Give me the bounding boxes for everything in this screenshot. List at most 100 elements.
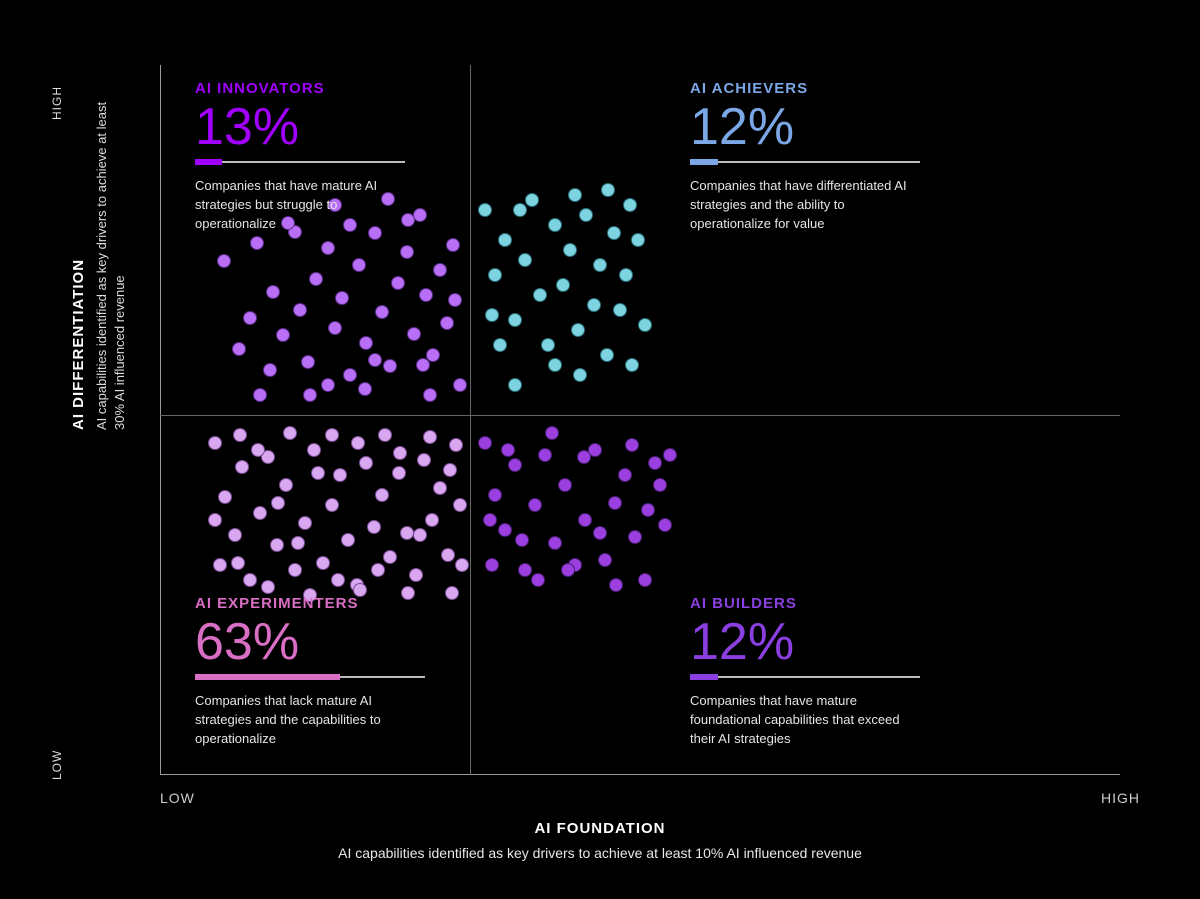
scatter-dot-bl — [409, 568, 423, 582]
scatter-dot-tr — [593, 258, 607, 272]
scatter-dot-tl — [368, 353, 382, 367]
quadrant-bar — [195, 674, 425, 680]
scatter-dot-tr — [556, 278, 570, 292]
quadrant-description: Companies that have differentiated AI st… — [690, 177, 920, 234]
scatter-dot-br — [485, 558, 499, 572]
scatter-dot-tl — [263, 363, 277, 377]
scatter-dot-br — [528, 498, 542, 512]
scatter-dot-tr — [631, 233, 645, 247]
scatter-dot-br — [609, 578, 623, 592]
scatter-dot-tl — [303, 388, 317, 402]
y-axis-subtitle: AI capabilities identified as key driver… — [93, 90, 128, 430]
scatter-dot-tr — [541, 338, 555, 352]
scatter-dot-bl — [253, 506, 267, 520]
scatter-dot-bl — [283, 426, 297, 440]
scatter-dot-tr — [518, 253, 532, 267]
scatter-dot-tr — [568, 188, 582, 202]
scatter-dot-bl — [261, 580, 275, 594]
quadrant-title: AI EXPERIMENTERS — [195, 595, 425, 612]
scatter-dot-bl — [367, 520, 381, 534]
scatter-dot-tr — [525, 193, 539, 207]
scatter-dot-tl — [352, 258, 366, 272]
scatter-dot-bl — [298, 516, 312, 530]
y-axis-line — [160, 65, 161, 775]
scatter-dot-br — [545, 426, 559, 440]
scatter-dot-bl — [333, 468, 347, 482]
scatter-dot-br — [653, 478, 667, 492]
scatter-dot-tl — [321, 378, 335, 392]
scatter-dot-tl — [250, 236, 264, 250]
scatter-dot-br — [598, 553, 612, 567]
scatter-dot-br — [478, 436, 492, 450]
scatter-dot-bl — [208, 436, 222, 450]
scatter-dot-tl — [407, 327, 421, 341]
scatter-dot-bl — [375, 488, 389, 502]
scatter-dot-br — [538, 448, 552, 462]
scatter-dot-tl — [391, 276, 405, 290]
scatter-dot-tl — [335, 291, 349, 305]
x-axis-line — [160, 774, 1120, 775]
scatter-dot-tl — [413, 208, 427, 222]
scatter-dot-br — [663, 448, 677, 462]
scatter-dot-tr — [613, 303, 627, 317]
scatter-dot-br — [658, 518, 672, 532]
scatter-dot-bl — [208, 513, 222, 527]
scatter-dot-bl — [393, 446, 407, 460]
scatter-dot-tr — [548, 358, 562, 372]
scatter-dot-tr — [587, 298, 601, 312]
x-axis-subtitle: AI capabilities identified as key driver… — [0, 845, 1200, 861]
scatter-dot-tl — [400, 245, 414, 259]
scatter-dot-bl — [425, 513, 439, 527]
scatter-dot-bl — [392, 466, 406, 480]
scatter-dot-bl — [316, 556, 330, 570]
scatter-dot-tr — [625, 358, 639, 372]
scatter-dot-bl — [445, 586, 459, 600]
quadrant-description: Companies that lack mature AI strategies… — [195, 692, 425, 749]
scatter-dot-bl — [251, 443, 265, 457]
scatter-dot-tl — [343, 368, 357, 382]
scatter-dot-br — [501, 443, 515, 457]
quadrant-description: Companies that have mature AI strategies… — [195, 177, 405, 234]
scatter-dot-tl — [328, 321, 342, 335]
scatter-dot-bl — [449, 438, 463, 452]
quadrant-card-tr: AI ACHIEVERS12%Companies that have diffe… — [690, 80, 920, 234]
scatter-dot-bl — [383, 550, 397, 564]
scatter-dot-tl — [243, 311, 257, 325]
scatter-dot-tl — [232, 342, 246, 356]
vertical-midline — [470, 65, 471, 775]
scatter-dot-br — [518, 563, 532, 577]
scatter-dot-bl — [341, 533, 355, 547]
scatter-dot-br — [593, 526, 607, 540]
quadrant-card-bl: AI EXPERIMENTERS63%Companies that lack m… — [195, 595, 425, 749]
scatter-dot-tr — [607, 226, 621, 240]
quadrant-percent: 13% — [195, 101, 405, 153]
scatter-dot-bl — [288, 563, 302, 577]
quadrant-card-tl: AI INNOVATORS13%Companies that have matu… — [195, 80, 405, 234]
scatter-dot-br — [508, 458, 522, 472]
quadrant-percent: 12% — [690, 101, 920, 153]
scatter-dot-br — [625, 438, 639, 452]
scatter-dot-bl — [270, 538, 284, 552]
scatter-dot-tr — [579, 208, 593, 222]
scatter-dot-br — [578, 513, 592, 527]
scatter-dot-br — [558, 478, 572, 492]
scatter-dot-tl — [359, 336, 373, 350]
scatter-dot-br — [628, 530, 642, 544]
scatter-dot-bl — [433, 481, 447, 495]
scatter-dot-tl — [217, 254, 231, 268]
scatter-dot-bl — [243, 573, 257, 587]
x-axis-title: AI FOUNDATION — [0, 820, 1200, 837]
scatter-dot-tr — [533, 288, 547, 302]
quadrant-title: AI BUILDERS — [690, 595, 920, 612]
scatter-dot-tr — [488, 268, 502, 282]
scatter-dot-tr — [493, 338, 507, 352]
scatter-dot-bl — [231, 556, 245, 570]
scatter-dot-tr — [485, 308, 499, 322]
scatter-dot-tr — [513, 203, 527, 217]
scatter-dot-tl — [375, 305, 389, 319]
horizontal-midline — [160, 415, 1120, 416]
scatter-dot-bl — [325, 428, 339, 442]
quadrant-bar — [690, 159, 920, 165]
scatter-dot-br — [548, 536, 562, 550]
scatter-dot-tl — [321, 241, 335, 255]
